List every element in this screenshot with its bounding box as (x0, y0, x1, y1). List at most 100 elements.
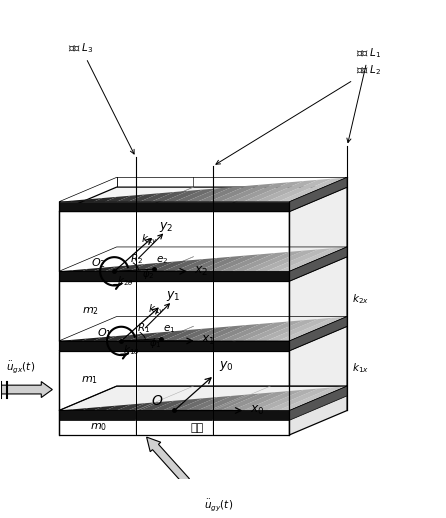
Polygon shape (289, 187, 347, 271)
Text: $O$: $O$ (151, 394, 163, 408)
Text: $m_2$: $m_2$ (82, 305, 99, 317)
Polygon shape (198, 495, 206, 503)
Polygon shape (116, 194, 145, 202)
Text: 纵轴 $L_1$: 纵轴 $L_1$ (347, 46, 382, 142)
Polygon shape (278, 247, 347, 271)
Polygon shape (289, 326, 347, 410)
Polygon shape (174, 258, 218, 271)
Polygon shape (82, 407, 102, 410)
Polygon shape (105, 335, 131, 341)
Polygon shape (59, 340, 74, 341)
Polygon shape (70, 199, 88, 202)
Polygon shape (128, 193, 160, 202)
Polygon shape (59, 386, 347, 410)
Polygon shape (94, 197, 116, 202)
Text: $e_2$: $e_2$ (156, 254, 168, 266)
Text: $R_2$: $R_2$ (130, 252, 143, 266)
Polygon shape (140, 192, 174, 202)
Polygon shape (278, 316, 347, 341)
Text: $x_{0}$: $x_{0}$ (250, 404, 264, 417)
Polygon shape (94, 336, 116, 341)
Polygon shape (140, 331, 174, 341)
Polygon shape (220, 183, 275, 202)
Polygon shape (82, 337, 102, 341)
Polygon shape (59, 211, 289, 271)
Polygon shape (59, 202, 289, 211)
Polygon shape (116, 334, 145, 341)
Polygon shape (174, 327, 218, 341)
Polygon shape (289, 316, 347, 351)
Polygon shape (289, 177, 347, 211)
Polygon shape (289, 247, 347, 281)
Polygon shape (1, 382, 52, 397)
Polygon shape (255, 249, 318, 271)
Polygon shape (255, 388, 318, 410)
Text: $k_{2y}$: $k_{2y}$ (141, 233, 158, 247)
Polygon shape (197, 255, 246, 271)
Polygon shape (197, 325, 246, 341)
Text: 纵轴 $L_3$: 纵轴 $L_3$ (68, 41, 134, 154)
Polygon shape (82, 268, 102, 271)
Text: $e_1$: $e_1$ (163, 323, 175, 335)
Polygon shape (59, 341, 289, 351)
Polygon shape (289, 386, 347, 435)
Text: $y_{2}$: $y_{2}$ (159, 220, 173, 234)
Polygon shape (128, 263, 160, 271)
Polygon shape (59, 281, 289, 341)
Text: $x_{1}$: $x_{1}$ (201, 334, 215, 348)
Polygon shape (244, 181, 304, 202)
Polygon shape (232, 252, 289, 271)
Text: $y_{1}$: $y_{1}$ (165, 289, 180, 303)
Polygon shape (209, 324, 260, 341)
Text: $k_{1y}$: $k_{1y}$ (148, 303, 165, 317)
Polygon shape (59, 270, 74, 271)
Text: $k_{2x}$: $k_{2x}$ (351, 292, 368, 306)
Polygon shape (244, 251, 304, 271)
Polygon shape (163, 259, 203, 271)
Polygon shape (232, 391, 289, 410)
Polygon shape (59, 271, 289, 281)
Text: $m_1$: $m_1$ (82, 375, 99, 386)
Polygon shape (174, 397, 218, 410)
Polygon shape (163, 398, 203, 410)
Polygon shape (197, 395, 246, 410)
Polygon shape (266, 179, 333, 202)
Text: $k_{1\theta}$: $k_{1\theta}$ (124, 343, 140, 357)
Polygon shape (289, 257, 347, 341)
Polygon shape (70, 338, 88, 341)
Text: $O_2$: $O_2$ (91, 256, 105, 270)
Text: $R_1$: $R_1$ (137, 321, 150, 335)
Polygon shape (116, 403, 145, 410)
Text: 基础: 基础 (191, 423, 204, 433)
Polygon shape (105, 405, 131, 410)
Polygon shape (186, 187, 232, 202)
Polygon shape (220, 253, 275, 271)
Polygon shape (232, 182, 289, 202)
Polygon shape (289, 386, 347, 420)
Polygon shape (174, 189, 218, 202)
Text: $x_{2}$: $x_{2}$ (194, 265, 208, 278)
Polygon shape (151, 261, 189, 271)
Text: $\phi_1$: $\phi_1$ (149, 336, 161, 350)
Polygon shape (105, 196, 131, 202)
Polygon shape (151, 191, 189, 202)
Text: 纵轴 $L_2$: 纵轴 $L_2$ (216, 64, 381, 164)
Polygon shape (209, 394, 260, 410)
Polygon shape (244, 320, 304, 341)
Polygon shape (105, 265, 131, 271)
Polygon shape (128, 402, 160, 410)
Polygon shape (244, 390, 304, 410)
Polygon shape (209, 254, 260, 271)
Polygon shape (197, 186, 246, 202)
Text: $\ddot{u}_{gx}(t)$: $\ddot{u}_{gx}(t)$ (6, 359, 35, 375)
Polygon shape (140, 401, 174, 410)
Text: $m_0$: $m_0$ (90, 422, 107, 434)
Polygon shape (59, 257, 347, 281)
Polygon shape (266, 318, 333, 341)
Polygon shape (94, 266, 116, 271)
Polygon shape (278, 177, 347, 202)
Polygon shape (128, 333, 160, 341)
Polygon shape (140, 262, 174, 271)
Polygon shape (59, 409, 74, 410)
Polygon shape (255, 319, 318, 341)
